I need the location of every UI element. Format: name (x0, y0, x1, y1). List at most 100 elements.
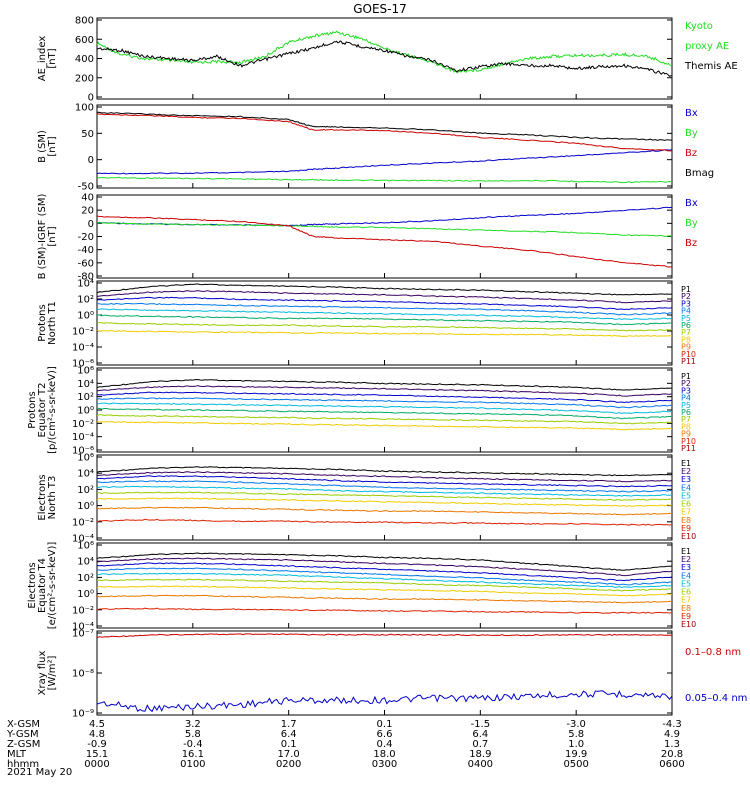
y-tick-label: 10⁻⁶ (72, 359, 94, 370)
y-tick-label: -60 (78, 258, 94, 269)
footer-value: -3.0 (566, 719, 586, 730)
series-line-p5 (96, 402, 673, 415)
panel-protons_north: 10⁴ 10² 10⁰ 10⁻² 10⁻⁴ 10⁻⁶ Protons North T1 P1P2… (37, 279, 696, 370)
y-axis-label-line: [nT] (47, 136, 58, 156)
y-tick-label: 10⁻⁸ (72, 669, 94, 680)
footer-value: 0600 (659, 759, 684, 770)
footer-value: 16.1 (182, 749, 204, 760)
footer-value: 18.0 (373, 749, 395, 760)
y-axis-label-line: [nT] (47, 48, 58, 68)
y-axis-label-line: Xray flux (37, 651, 48, 696)
legend-label: E3 (681, 475, 691, 484)
legend-label: By (685, 218, 698, 229)
legend-label: P10 (681, 350, 696, 359)
legend-label: P9 (681, 430, 691, 439)
y-tick-label: 10⁻⁶ (72, 446, 94, 457)
y-tick-label: 10⁻⁴ (72, 534, 94, 545)
footer-value: 6.4 (472, 729, 488, 740)
y-tick-label: -50 (78, 182, 94, 193)
series-line-p6 (97, 314, 672, 326)
series-line-e7 (96, 585, 673, 597)
legend-label: E5 (681, 491, 691, 500)
legend-label: E10 (681, 620, 696, 629)
series-line-bz (96, 113, 673, 152)
y-tick-label: 0 (88, 155, 94, 166)
series-line-p1 (96, 283, 673, 296)
series-line-e5 (96, 485, 673, 497)
legend-label: E3 (681, 563, 691, 572)
series-line-e4 (96, 480, 673, 493)
legend-label: E9 (681, 612, 691, 621)
footer-value: 0300 (372, 759, 397, 770)
y-tick-label: 800 (75, 16, 94, 27)
y-axis-label-line: AE_index (37, 36, 48, 82)
legend-label: P2 (681, 379, 691, 388)
legend-label: E10 (681, 532, 696, 541)
y-tick-label: 10⁴ (77, 469, 94, 480)
series-line-p7 (96, 414, 673, 425)
series-line-e3 (96, 475, 673, 488)
time-axis-footer: X-GSM 4.5 3.2 1.7 0.1 -1.5 -3.0 -4.3 Y-GSM 4.8 5.8… (6, 719, 685, 770)
legend-label: Kyoto (685, 21, 713, 32)
y-tick-label: 0 (88, 93, 94, 104)
legend-label: Bz (685, 238, 697, 249)
legend-label: E4 (681, 483, 691, 492)
y-tick-label: 10⁻² (72, 327, 94, 338)
series-line-bx (96, 206, 673, 227)
series-line-e6 (96, 578, 672, 592)
footer-value: -4.3 (662, 719, 682, 730)
series-line-e8 (96, 594, 673, 604)
legend-label: E7 (681, 596, 691, 605)
y-tick-label: 10⁴ (77, 379, 94, 390)
y-axis-label-line: B (SM) (37, 130, 48, 163)
y-tick-label: 10² (77, 392, 94, 403)
y-tick-label: 10⁶ (77, 541, 94, 552)
y-tick-label: 10⁶ (77, 366, 94, 377)
series-line-p5 (96, 308, 673, 321)
legend-label: P1 (681, 372, 691, 381)
footer-value: 0.1 (281, 739, 297, 750)
series-line-kyoto-proxy-ae (96, 30, 673, 74)
legend-label: P6 (681, 408, 691, 417)
legend-label: P3 (681, 299, 691, 308)
series-line-bx (96, 149, 673, 175)
footer-value: 0400 (468, 759, 493, 770)
footer-value: 1.0 (568, 739, 584, 750)
series-line-e3 (96, 562, 673, 582)
y-axis-label: Electrons Equator T4 [e/(cm²-s-sr-keV)] (27, 542, 58, 630)
y-tick-label: 10² (77, 295, 94, 306)
footer-value: 0.4 (377, 739, 393, 750)
panel-protons_equator: 10⁶ 10⁴ 10² 10⁰ 10⁻² 10⁻⁴ 10⁻⁶ Protons Equator T… (27, 366, 696, 457)
legend-label: P5 (681, 314, 691, 323)
series-line-e9 (96, 607, 673, 614)
series-line-themis-ae (96, 40, 673, 78)
y-tick-label: -40 (78, 245, 94, 256)
legend-label: Bz (685, 148, 697, 159)
legend-label: E6 (681, 588, 691, 597)
footer-row-label: MLT (7, 749, 27, 760)
footer-value: 4.8 (89, 729, 105, 740)
series-line-0-05-0-4-nm (96, 690, 673, 713)
y-axis-label-line: [W/m²] (47, 655, 58, 690)
legend-label: Themis AE (684, 61, 738, 72)
y-axis-label: Xray flux [W/m²] (37, 651, 58, 696)
series-line-e1 (96, 552, 673, 571)
panel-xray: 10⁻⁷ 10⁻⁸ 10⁻⁹ Xray flux [W/m²] 0.1–0.8 nm 0.0… (37, 629, 747, 720)
y-axis-label: B (SM) [nT] (37, 130, 58, 163)
y-tick-label: 10⁻⁷ (72, 629, 94, 640)
footer-value: 0000 (84, 759, 109, 770)
y-axis-label: AE_index [nT] (37, 36, 58, 82)
y-tick-label: 10⁴ (77, 557, 94, 568)
y-tick-label: 10⁻² (72, 419, 94, 430)
y-tick-label: 10⁻⁴ (72, 622, 94, 633)
series-line-p7 (96, 322, 673, 332)
y-tick-label: 10⁻⁴ (72, 343, 94, 354)
legend-label: P8 (681, 335, 691, 344)
panel-frame (96, 194, 673, 279)
footer-value: 19.9 (565, 749, 587, 760)
series-line-by (96, 176, 673, 184)
series-line-p3 (96, 391, 673, 404)
series-line-e9 (96, 518, 673, 526)
y-axis-label-line: Protons (27, 391, 38, 428)
